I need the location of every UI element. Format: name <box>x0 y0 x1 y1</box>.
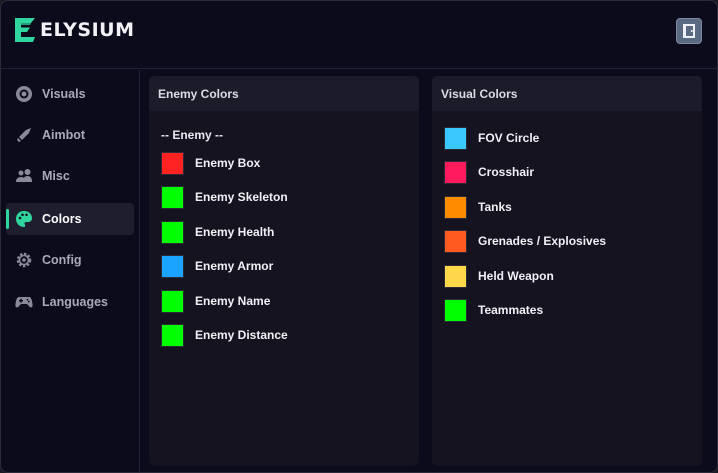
row-label: Crosshair <box>478 165 535 179</box>
color-swatch[interactable] <box>161 254 184 278</box>
sidebar-item-label: Visuals <box>42 87 86 101</box>
header: ELYSIUM <box>1 1 717 69</box>
sidebar-item-visuals[interactable]: Visuals <box>6 78 134 110</box>
sidebar-item-label: Config <box>42 253 82 267</box>
row-label: Teammates <box>478 303 544 317</box>
color-swatch[interactable] <box>161 185 184 209</box>
sidebar: Visuals Aimbot Misc Colors Config <box>1 70 140 472</box>
row-label: Enemy Box <box>195 156 261 170</box>
color-swatch[interactable] <box>444 298 467 322</box>
color-swatch[interactable] <box>444 195 467 219</box>
gear-icon <box>15 251 33 269</box>
enemy-colors-panel: Enemy Colors -- Enemy -- Enemy Box Enemy… <box>149 76 419 466</box>
sidebar-item-label: Misc <box>42 169 70 183</box>
sword-icon <box>15 126 33 144</box>
color-row-tanks: Tanks <box>444 195 512 219</box>
color-swatch[interactable] <box>444 229 467 253</box>
row-label: Held Weapon <box>478 269 554 283</box>
row-label: Enemy Skeleton <box>195 190 288 204</box>
color-row-enemy-armor: Enemy Armor <box>161 254 273 278</box>
color-row-held-weapon: Held Weapon <box>444 264 554 288</box>
section-label: -- Enemy -- <box>161 128 224 142</box>
sidebar-item-label: Colors <box>42 212 82 226</box>
color-row-crosshair: Crosshair <box>444 160 534 184</box>
door-exit-icon <box>683 24 695 38</box>
color-swatch[interactable] <box>161 151 184 175</box>
color-swatch[interactable] <box>161 323 184 347</box>
logo-e-icon <box>15 18 35 42</box>
exit-button[interactable] <box>676 18 702 44</box>
color-swatch[interactable] <box>444 126 467 150</box>
row-label: Enemy Distance <box>195 328 288 342</box>
row-label: Tanks <box>478 200 512 214</box>
color-row-enemy-box: Enemy Box <box>161 151 260 175</box>
row-label: Enemy Armor <box>195 259 274 273</box>
sidebar-item-label: Aimbot <box>42 128 86 142</box>
sidebar-item-misc[interactable]: Misc <box>6 160 134 192</box>
color-swatch[interactable] <box>444 264 467 288</box>
color-row-enemy-distance: Enemy Distance <box>161 323 288 347</box>
visuals-eye-icon <box>15 85 33 103</box>
color-row-fov-circle: FOV Circle <box>444 126 539 150</box>
palette-icon <box>15 210 33 228</box>
color-row-enemy-health: Enemy Health <box>161 220 274 244</box>
color-row-enemy-skeleton: Enemy Skeleton <box>161 185 288 209</box>
sidebar-item-aimbot[interactable]: Aimbot <box>6 119 134 151</box>
color-swatch[interactable] <box>161 289 184 313</box>
color-row-enemy-name: Enemy Name <box>161 289 270 313</box>
row-label: FOV Circle <box>478 131 540 145</box>
sidebar-item-colors[interactable]: Colors <box>6 203 134 235</box>
app-name: ELYSIUM <box>40 19 135 41</box>
sidebar-item-label: Languages <box>42 295 108 309</box>
gamepad-icon <box>15 293 33 311</box>
row-label: Grenades / Explosives <box>478 234 607 248</box>
panel-title: Visual Colors <box>432 76 702 111</box>
color-swatch[interactable] <box>444 160 467 184</box>
users-icon <box>15 167 33 185</box>
color-row-teammates: Teammates <box>444 298 543 322</box>
panel-title: Enemy Colors <box>149 76 419 111</box>
sidebar-item-config[interactable]: Config <box>6 244 134 276</box>
logo: ELYSIUM <box>13 17 134 43</box>
row-label: Enemy Health <box>195 225 275 239</box>
visual-colors-panel: Visual Colors FOV Circle Crosshair Tanks… <box>432 76 702 466</box>
color-row-grenades-explosives: Grenades / Explosives <box>444 229 606 253</box>
color-swatch[interactable] <box>161 220 184 244</box>
sidebar-item-languages[interactable]: Languages <box>6 286 134 318</box>
row-label: Enemy Name <box>195 294 271 308</box>
